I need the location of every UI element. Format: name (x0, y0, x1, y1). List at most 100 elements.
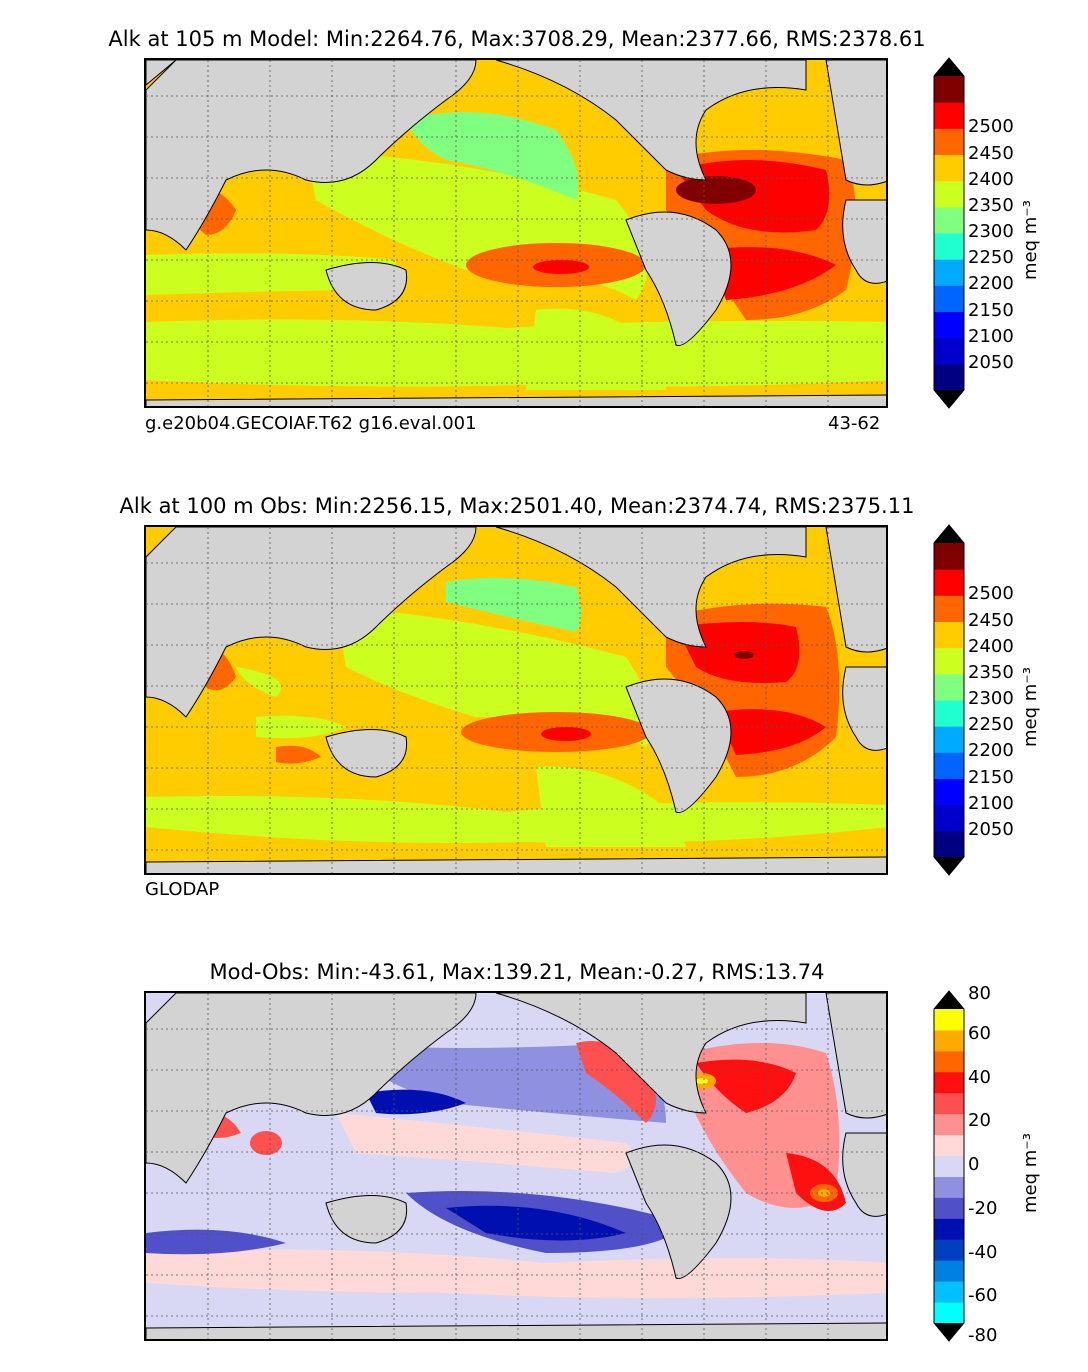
panel-diff-colorbar-svg (933, 990, 965, 1342)
np-pink (336, 1113, 634, 1173)
obs-map-svg (146, 527, 886, 873)
indian-south-orange (276, 745, 321, 764)
colorbar-swatch (934, 76, 964, 103)
colorbar-over-triangle (934, 525, 964, 543)
colorbar-swatch (934, 595, 964, 622)
panel-model-map (144, 58, 888, 408)
colorbar-outline (933, 990, 965, 1342)
panel-model-caption-right: 43-62 (828, 413, 881, 434)
nw-pacific-green (446, 578, 581, 632)
colorbar-tick-label: 0 (968, 1154, 980, 1175)
colorbar-swatch (934, 1176, 964, 1198)
colorbar-swatch (934, 233, 964, 260)
colorbar-over-triangle (934, 991, 964, 1009)
colorbar-tick-label: 2150 (968, 299, 1014, 321)
colorbar-swatch (934, 311, 964, 339)
colorbar-swatch (934, 1281, 964, 1303)
panel-obs-colorbar-unit: meq m⁻³ (1020, 666, 1041, 747)
colorbar-swatch (934, 285, 964, 312)
colorbar-tick-label: 2150 (968, 766, 1014, 788)
colorbar-tick-label: -40 (968, 1241, 998, 1263)
panel-diff-map (144, 991, 888, 1341)
panel-model-title: Alk at 105 m Model: Min:2264.76, Max:370… (108, 27, 926, 51)
diff-map-svg (146, 993, 886, 1339)
panel-obs-title: Alk at 100 m Obs: Min:2256.15, Max:2501.… (119, 494, 915, 518)
atlantic-darkred (734, 651, 754, 659)
colorbar-tick-label: 2200 (968, 273, 1014, 295)
colorbar-tick-label: 2350 (968, 661, 1014, 683)
colorbar-swatch (934, 778, 964, 806)
band-bengal (236, 667, 281, 697)
colorbar-swatch (934, 830, 964, 858)
panel-model-colorbar-unit: meq m⁻³ (1020, 199, 1041, 280)
colorbar-tick-label: 2400 (968, 635, 1014, 657)
colorbar-swatch (934, 726, 964, 753)
colorbar-tick-label: 2300 (968, 221, 1014, 242)
south-atlantic-red (706, 247, 836, 300)
colorbar-swatch (934, 128, 964, 155)
colorbar-swatch (934, 1113, 964, 1136)
atlantic-red (696, 1059, 796, 1113)
colorbar-swatch (934, 621, 964, 649)
colorbar-swatch (934, 1009, 964, 1031)
colorbar-under-triangle (934, 1323, 964, 1341)
colorbar-under-triangle (934, 857, 964, 875)
colorbar-swatch (934, 337, 964, 365)
panel-diff-colorbar-unit: meq m⁻³ (1020, 1132, 1041, 1213)
colorbar-swatch (934, 1218, 964, 1240)
panel-obs-colorbar (933, 524, 965, 876)
colorbar-outline (933, 57, 965, 409)
grid-lines (146, 60, 886, 406)
panel-obs-map (144, 525, 888, 875)
colorbar-swatch (934, 1239, 964, 1261)
colorbar-under-triangle (934, 390, 964, 408)
band-pacific-south (526, 308, 666, 390)
colorbar-tick-label: 2100 (968, 325, 1014, 347)
colorbar-tick-label: 2300 (968, 688, 1014, 709)
colorbar-tick-label: 2050 (968, 818, 1014, 840)
colorbar-swatch (934, 363, 964, 391)
colorbar-swatch (934, 1260, 964, 1282)
colorbar-swatch (934, 206, 964, 234)
panel-model-colorbar-svg (933, 57, 965, 409)
grid-lines (146, 527, 886, 873)
colorbar-tick-label: -60 (968, 1285, 998, 1307)
gulf-stream-yellow (696, 1078, 708, 1084)
colorbar-outline (933, 524, 965, 876)
atlantic-darkred (676, 176, 756, 204)
colorbar-swatch (934, 1029, 964, 1052)
grid-lines (146, 993, 886, 1339)
np-deep-blue (366, 1089, 466, 1115)
colorbar-tick-label: 2250 (968, 247, 1014, 269)
panel-obs-colorbar-svg (933, 524, 965, 876)
colorbar-tick-label: -20 (968, 1197, 998, 1219)
band-pacific-south (536, 766, 686, 847)
nw-pacific-green (406, 112, 579, 200)
colorbar-tick-label: 2050 (968, 351, 1014, 373)
colorbar-tick-label: 2450 (968, 142, 1014, 164)
colorbar-tick-label: 2450 (968, 609, 1014, 631)
colorbar-tick-label: 2200 (968, 740, 1014, 762)
bengal-red (250, 1131, 282, 1155)
colorbar-swatch (934, 1302, 964, 1324)
colorbar-swatch (934, 102, 964, 129)
colorbar-tick-label: 80 (968, 983, 991, 1004)
colorbar-tick-label: 2500 (968, 116, 1014, 138)
sp-deep-blue (446, 1205, 626, 1241)
colorbar-swatch (934, 180, 964, 208)
colorbar-swatch (934, 1071, 964, 1094)
colorbar-swatch (934, 543, 964, 570)
colorbar-tick-label: 2400 (968, 168, 1014, 190)
colorbar-swatch (934, 1050, 964, 1073)
colorbar-over-triangle (934, 58, 964, 76)
colorbar-swatch (934, 569, 964, 596)
colorbar-swatch (934, 673, 964, 701)
colorbar-tick-label: -80 (968, 1325, 998, 1346)
central-pacific-red (533, 260, 589, 274)
colorbar-tick-label: 60 (968, 1022, 991, 1044)
panel-model-caption-left: g.e20b04.GECOIAF.T62 g16.eval.001 (145, 413, 477, 434)
colorbar-tick-label: 2100 (968, 792, 1014, 814)
band-southern (146, 796, 886, 843)
colorbar-swatch (934, 259, 964, 286)
colorbar-tick-label: 20 (968, 1110, 991, 1132)
